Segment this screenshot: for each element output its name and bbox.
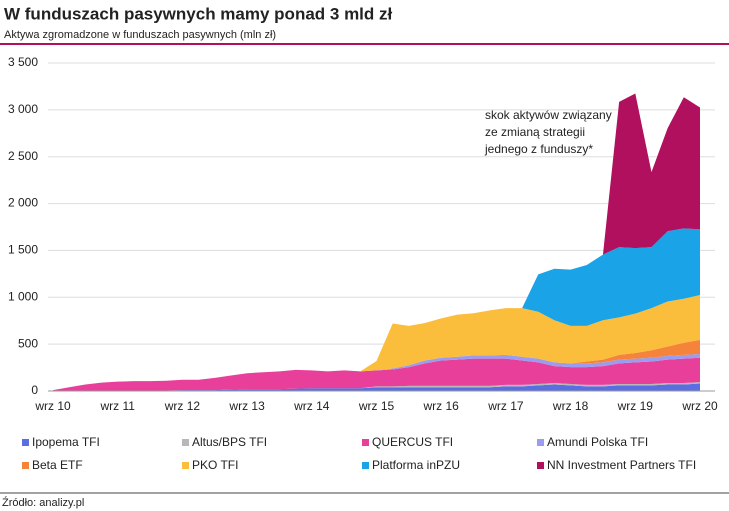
- annotation: skok aktywów związany: [485, 108, 612, 122]
- y-tick-label: 2 500: [8, 149, 38, 163]
- legend-swatch: [182, 439, 189, 446]
- y-tick-label: 2 000: [8, 196, 38, 210]
- y-tick-label: 1 500: [8, 243, 38, 257]
- legend-label: NN Investment Partners TFI: [547, 458, 696, 472]
- x-tick-label: wrz 15: [358, 399, 395, 413]
- x-tick-label: wrz 17: [487, 399, 524, 413]
- legend-label: QUERCUS TFI: [372, 435, 453, 449]
- y-tick-label: 1 000: [8, 289, 38, 303]
- area: [53, 382, 700, 391]
- legend-swatch: [362, 462, 369, 469]
- area: [53, 357, 700, 391]
- x-tick-label: wrz 18: [552, 399, 589, 413]
- legend-label: Beta ETF: [32, 458, 83, 472]
- area: [53, 228, 700, 391]
- x-tick-label: wrz 11: [99, 399, 135, 413]
- y-tick-label: 500: [18, 336, 38, 350]
- legend-label: Platforma inPZU: [372, 458, 460, 472]
- x-tick-label: wrz 20: [681, 399, 718, 413]
- y-tick-label: 3 000: [8, 102, 38, 116]
- legend-label: Altus/BPS TFI: [192, 435, 267, 449]
- area: [53, 93, 700, 391]
- x-tick-label: wrz 19: [617, 399, 654, 413]
- chart-title: W funduszach pasywnych mamy ponad 3 mld …: [4, 4, 393, 23]
- x-tick-label: wrz 14: [293, 399, 330, 413]
- x-tick-label: wrz 12: [164, 399, 201, 413]
- x-tick-label: wrz 13: [228, 399, 265, 413]
- legend-label: Ipopema TFI: [32, 435, 100, 449]
- legend-swatch: [182, 462, 189, 469]
- legend-label: PKO TFI: [192, 458, 238, 472]
- x-tick-label: wrz 16: [423, 399, 460, 413]
- chart-subtitle: Aktywa zgromadzone w funduszach pasywnyc…: [4, 29, 276, 41]
- x-tick-label: wrz 10: [34, 399, 71, 413]
- legend-swatch: [537, 462, 544, 469]
- legend-swatch: [22, 462, 29, 469]
- legend-label: Amundi Polska TFI: [547, 435, 648, 449]
- y-tick-label: 0: [31, 383, 38, 397]
- area: [53, 294, 700, 391]
- legend-swatch: [537, 439, 544, 446]
- annotation: jednego z funduszy*: [484, 142, 593, 156]
- source: Źródło: analizy.pl: [2, 496, 84, 509]
- legend-swatch: [22, 439, 29, 446]
- legend-swatch: [362, 439, 369, 446]
- annotation: ze zmianą strategii: [485, 125, 585, 139]
- y-tick-label: 3 500: [8, 55, 38, 69]
